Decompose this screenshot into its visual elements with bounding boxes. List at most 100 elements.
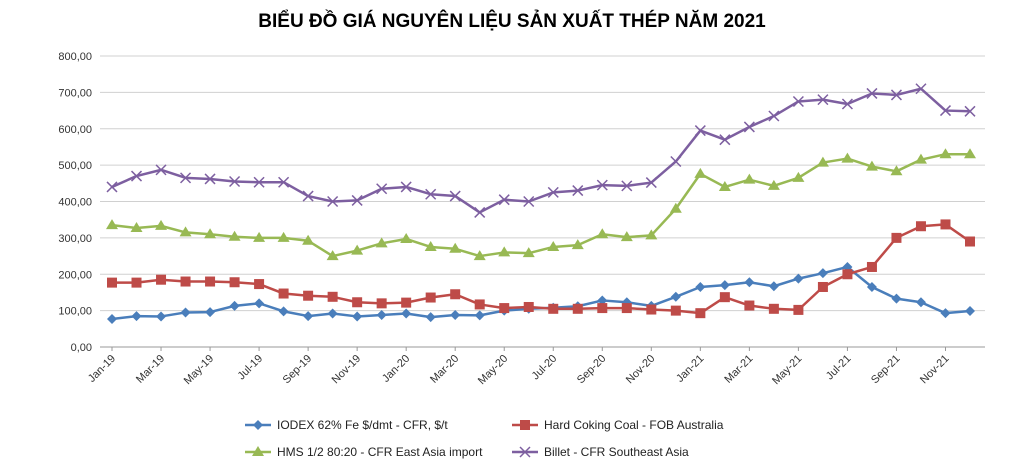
data-point xyxy=(866,281,877,292)
data-point xyxy=(376,298,387,309)
data-point xyxy=(474,299,485,310)
data-point xyxy=(817,94,829,106)
data-point xyxy=(278,176,290,188)
data-point xyxy=(793,273,804,284)
y-tick-label: 700,00 xyxy=(58,87,92,99)
x-tick-label: May-20 xyxy=(476,353,510,387)
data-point xyxy=(817,281,828,292)
y-tick-label: 300,00 xyxy=(58,233,92,245)
y-tick-label: 100,00 xyxy=(58,306,92,318)
data-point xyxy=(890,89,902,101)
data-point xyxy=(376,309,387,320)
data-point xyxy=(400,232,413,243)
data-point xyxy=(523,195,535,208)
data-point xyxy=(253,176,265,188)
data-point xyxy=(841,98,853,110)
data-point xyxy=(816,156,829,167)
data-point xyxy=(695,281,706,292)
x-tick-label: Nov-19 xyxy=(330,353,364,387)
data-point xyxy=(474,310,485,321)
data-point xyxy=(646,304,657,315)
data-point xyxy=(351,194,363,206)
data-point xyxy=(401,297,412,308)
data-point xyxy=(107,277,117,288)
data-point xyxy=(939,105,952,117)
series-square xyxy=(107,219,975,319)
data-point xyxy=(522,247,535,258)
data-point xyxy=(179,226,192,237)
legend-label: IODEX 62% Fe $/dmt - CFR, $/t xyxy=(277,418,448,432)
data-point xyxy=(670,155,682,168)
data-point xyxy=(841,152,854,163)
data-point xyxy=(229,175,241,188)
data-point xyxy=(597,303,608,314)
legend-label: Hard Coking Coal - FOB Australia xyxy=(544,418,724,432)
data-point xyxy=(891,232,902,243)
x-tick-label: Jan-21 xyxy=(674,353,706,385)
data-point xyxy=(253,231,266,242)
data-point xyxy=(400,181,412,193)
x-tick-label: May-21 xyxy=(770,353,804,387)
data-point xyxy=(107,313,117,324)
data-point xyxy=(718,180,731,191)
data-point xyxy=(596,179,608,191)
data-point xyxy=(450,289,461,300)
data-point xyxy=(520,420,530,430)
data-point xyxy=(278,306,289,317)
data-point xyxy=(327,291,338,302)
data-point xyxy=(719,292,730,303)
data-point xyxy=(425,312,436,323)
data-point xyxy=(792,95,804,107)
data-point xyxy=(768,110,780,122)
data-point xyxy=(204,173,216,185)
data-point xyxy=(891,293,902,304)
data-point xyxy=(866,87,878,99)
y-tick-label: 600,00 xyxy=(58,124,92,136)
data-point xyxy=(817,268,828,279)
data-point xyxy=(939,148,952,159)
data-point xyxy=(719,134,731,146)
data-point xyxy=(890,165,903,176)
x-tick-label: Jan-20 xyxy=(380,353,412,385)
series-triangle xyxy=(106,148,976,261)
data-point xyxy=(449,190,461,202)
x-tick-label: Jul-19 xyxy=(236,353,266,383)
data-point xyxy=(106,219,118,230)
data-point xyxy=(793,304,804,315)
x-tick-label: May-19 xyxy=(182,353,216,387)
legend-item: Billet - CFR Southeast Asia xyxy=(512,445,689,459)
series-line xyxy=(111,152,970,258)
data-point xyxy=(842,269,853,280)
data-point xyxy=(229,277,240,288)
data-point xyxy=(499,303,510,314)
data-point xyxy=(352,297,363,308)
data-point xyxy=(498,246,511,257)
data-point xyxy=(572,185,584,197)
x-tick-label: Mar-20 xyxy=(428,353,461,386)
data-point xyxy=(519,446,531,458)
data-point xyxy=(278,288,289,299)
data-point xyxy=(253,420,263,430)
data-point xyxy=(473,250,486,261)
y-tick-label: 0,00 xyxy=(71,342,92,354)
data-point xyxy=(303,311,314,322)
data-point xyxy=(498,194,510,206)
data-point xyxy=(474,206,486,218)
data-point xyxy=(106,181,118,193)
data-point xyxy=(866,261,877,272)
x-tick-label: Jul-21 xyxy=(824,353,854,383)
x-tick-label: Jan-19 xyxy=(86,353,118,385)
data-point xyxy=(425,188,437,200)
x-tick-label: Jul-20 xyxy=(530,353,560,383)
y-tick-label: 400,00 xyxy=(58,197,92,209)
data-point xyxy=(548,303,559,314)
data-point xyxy=(621,303,632,314)
data-point xyxy=(277,231,290,242)
data-point xyxy=(326,250,339,261)
data-point xyxy=(964,148,976,159)
data-point xyxy=(424,240,437,251)
data-point xyxy=(744,300,755,311)
data-point xyxy=(620,231,633,242)
data-point xyxy=(228,230,241,241)
